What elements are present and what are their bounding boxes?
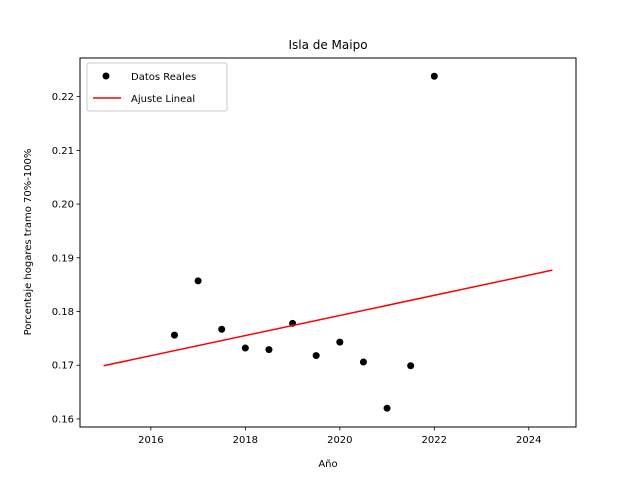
y-tick-label: 0.20 [52,200,74,211]
legend-marker-datos-reales [102,72,110,80]
data-point [336,338,344,346]
data-point [407,362,415,370]
data-point [241,344,249,352]
data-point [218,325,226,333]
x-tick-label: 2016 [138,435,163,446]
data-point [170,331,178,339]
axes-frame [79,57,577,428]
x-tick-label: 2020 [327,435,352,446]
x-tick-label: 2022 [422,435,447,446]
y-tick-label: 0.19 [52,253,74,264]
data-point [430,72,438,80]
x-tick-label: 2024 [516,435,541,446]
data-point [194,277,202,285]
legend: Datos Reales Ajuste Lineal [86,62,228,112]
legend-label-datos-reales: Datos Reales [131,72,196,83]
y-tick-label: 0.16 [52,414,74,425]
data-point [383,404,391,412]
chart-title: Isla de Maipo [288,38,367,52]
x-tick-label: 2018 [233,435,258,446]
data-point [359,358,367,366]
data-point [265,346,273,354]
y-tick-label: 0.18 [52,307,74,318]
y-tick-label: 0.17 [52,361,74,372]
y-tick-label: 0.22 [52,92,74,103]
y-tick-label: 0.21 [52,146,74,157]
axis-ticks: 2016 2018 2020 2022 2024 0.16 0.17 0.18 0.19 0.20… [52,92,542,446]
legend-label-ajuste-lineal: Ajuste Lineal [131,94,195,105]
data-point [312,352,320,360]
legend-box [86,62,228,112]
y-axis-label: Porcentaje hogares tramo 70%-100% [23,149,34,336]
plot-area [103,72,553,412]
fit-line [103,269,553,367]
x-axis-label: Año [318,459,337,470]
